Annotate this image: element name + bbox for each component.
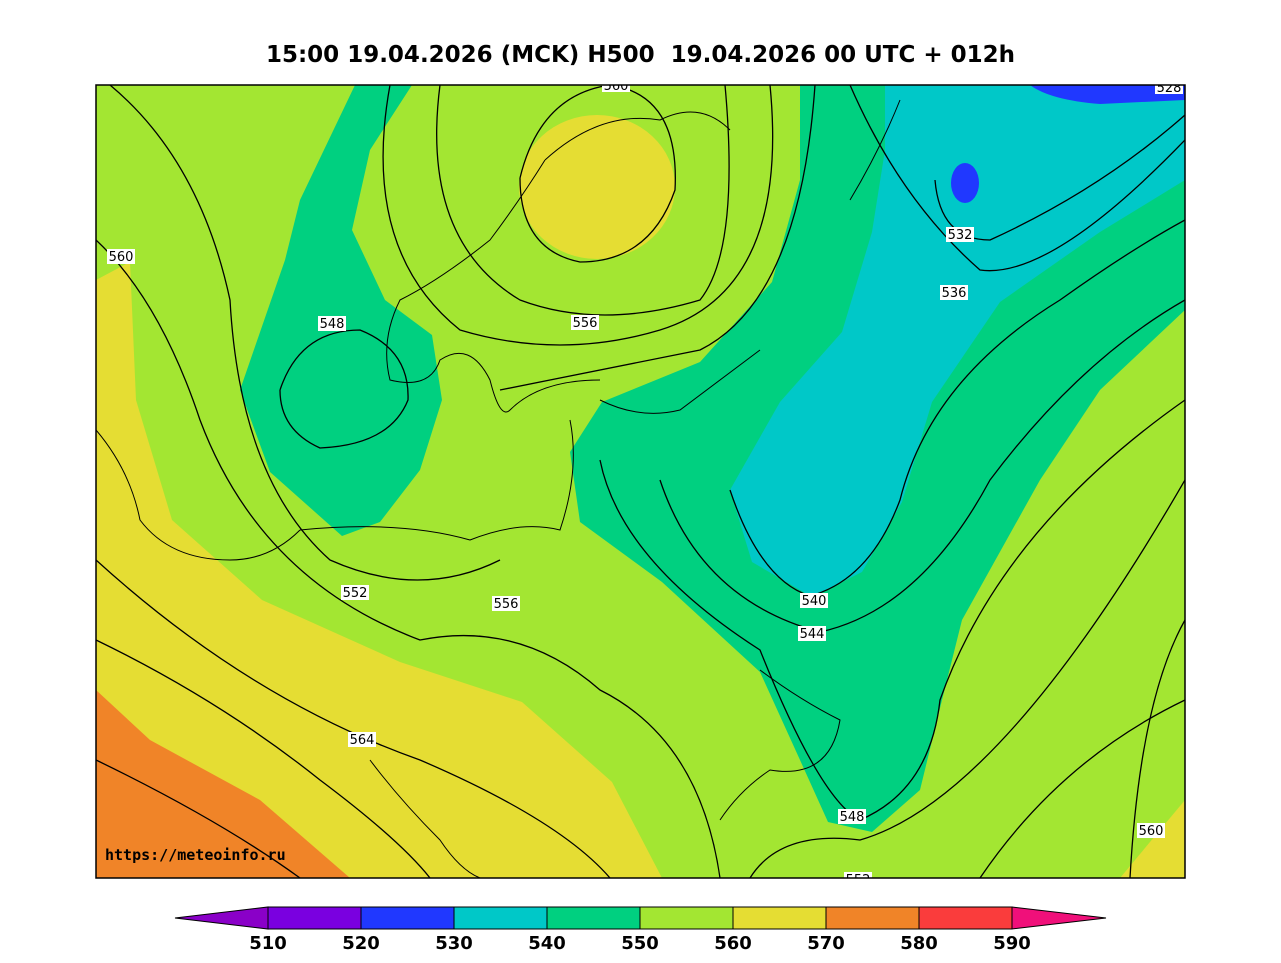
colorbar-tick-label: 580 (900, 933, 938, 954)
field-520-530-northeast (1030, 85, 1185, 104)
field-560-570-scandinavia (519, 115, 675, 259)
colorbar-segment (825, 906, 920, 930)
colorbar-tick-label: 520 (342, 933, 380, 954)
colorbar-segment (732, 906, 827, 930)
svg-text:552: 552 (343, 586, 368, 601)
colorbar-extend-low (174, 906, 269, 930)
colorbar-tick-label: 550 (621, 933, 659, 954)
contour-label: 544 (798, 626, 826, 642)
colorbar-segment (360, 906, 455, 930)
svg-text:536: 536 (942, 286, 967, 301)
colorbar-tick-label: 570 (807, 933, 845, 954)
colorbar-segment (639, 906, 734, 930)
contour-label: 552 (341, 585, 369, 601)
svg-text:560: 560 (1139, 824, 1164, 839)
contour-label: 552 (844, 872, 872, 888)
field-520-530-low (951, 163, 979, 203)
colorbar-segment (453, 906, 548, 930)
field-530-540 (730, 85, 1185, 597)
contour-label: 548 (318, 316, 346, 332)
contour-labels: 560 528 560 548 556 532 536 552 556 540 … (107, 79, 1183, 888)
colorbar-tick-label: 540 (528, 933, 566, 954)
svg-text:560: 560 (604, 79, 629, 94)
contour-label: 560 (602, 79, 630, 94)
colorbar-tick-label: 530 (435, 933, 473, 954)
contour-label: 564 (348, 732, 376, 748)
colorbar-tick-label: 510 (249, 933, 287, 954)
colorbar-tick-label: 560 (714, 933, 752, 954)
contour-label: 532 (946, 227, 974, 243)
colorbar: 510 520 530 540 550 560 570 580 590 (174, 906, 1107, 954)
isohypses (96, 85, 1185, 878)
field-560-570-southwest (96, 262, 662, 878)
field-560-570-southeast (1120, 800, 1185, 878)
svg-text:544: 544 (800, 627, 825, 642)
contour-label: 540 (800, 593, 828, 609)
colorbar-tick-label: 590 (993, 933, 1031, 954)
colorbar-segment (546, 906, 641, 930)
contour-label: 556 (571, 315, 599, 331)
svg-text:532: 532 (948, 228, 973, 243)
contour-label: 560 (107, 249, 135, 265)
svg-text:556: 556 (494, 597, 519, 612)
contour-label: 560 (1137, 823, 1165, 839)
contour-label: 556 (492, 596, 520, 612)
svg-text:548: 548 (320, 317, 345, 332)
map-title: 15:00 19.04.2026 (MCK) H500 19.04.2026 0… (265, 42, 1016, 68)
colorbar-segment (918, 906, 1013, 930)
coastlines (96, 99, 901, 878)
watermark-url: https://meteoinfo.ru (105, 846, 286, 864)
colorbar-segment (267, 906, 362, 930)
svg-text:560: 560 (109, 250, 134, 265)
contour-label: 528 (1155, 81, 1183, 96)
contour-label: 548 (838, 809, 866, 825)
svg-text:556: 556 (573, 316, 598, 331)
svg-text:528: 528 (1157, 81, 1182, 96)
svg-text:540: 540 (802, 594, 827, 609)
field-570-580 (96, 690, 350, 878)
svg-text:552: 552 (846, 873, 871, 888)
svg-text:564: 564 (350, 733, 375, 748)
field-540-550-west (240, 85, 442, 536)
map-frame (95, 84, 1186, 879)
contour-label: 536 (940, 285, 968, 301)
svg-text:548: 548 (840, 810, 865, 825)
colorbar-extend-high (1011, 906, 1107, 930)
